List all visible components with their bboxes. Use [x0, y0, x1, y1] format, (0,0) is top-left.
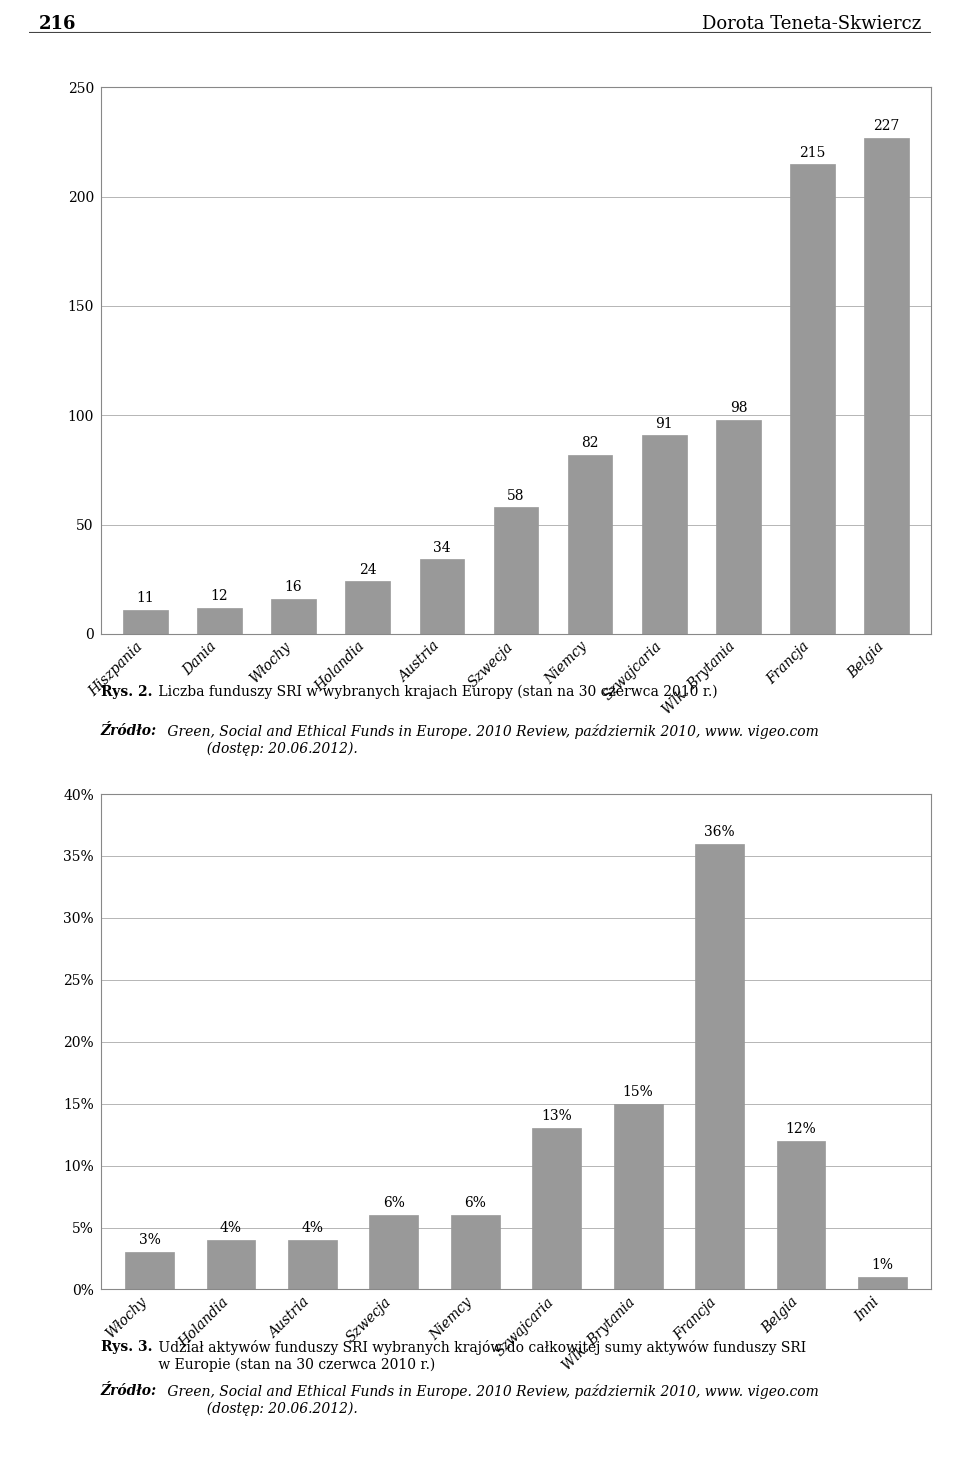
Bar: [716, 420, 760, 634]
Text: 82: 82: [582, 436, 599, 450]
Text: 98: 98: [730, 401, 747, 415]
Bar: [532, 1128, 581, 1289]
Bar: [451, 1215, 500, 1289]
Bar: [346, 581, 390, 634]
Text: 11: 11: [136, 592, 155, 606]
Bar: [864, 138, 909, 634]
Text: 6%: 6%: [383, 1196, 405, 1211]
Bar: [197, 608, 242, 634]
Bar: [272, 599, 316, 634]
Bar: [777, 1141, 826, 1289]
Text: Rys. 3.: Rys. 3.: [101, 1340, 153, 1355]
Bar: [493, 507, 539, 634]
Bar: [695, 844, 744, 1289]
Text: 34: 34: [433, 541, 450, 555]
Text: Green, Social and Ethical Funds in Europe. 2010 Review, październik 2010, www. v: Green, Social and Ethical Funds in Europ…: [163, 724, 819, 756]
Bar: [125, 1252, 174, 1289]
Text: 3%: 3%: [138, 1233, 160, 1247]
Text: 91: 91: [656, 417, 673, 431]
Bar: [370, 1215, 419, 1289]
Text: 12%: 12%: [785, 1122, 816, 1136]
Text: 215: 215: [800, 146, 826, 160]
Text: 4%: 4%: [301, 1221, 324, 1236]
Text: 4%: 4%: [220, 1221, 242, 1236]
Bar: [288, 1240, 337, 1289]
Bar: [790, 163, 835, 634]
Text: 13%: 13%: [541, 1109, 572, 1123]
Text: 1%: 1%: [872, 1257, 894, 1272]
Text: Liczba funduszy SRI w wybranych krajach Europy (stan na 30 czerwca 2010 r.): Liczba funduszy SRI w wybranych krajach …: [154, 685, 717, 699]
Text: 15%: 15%: [623, 1084, 654, 1099]
Text: Udział aktywów funduszy SRI wybranych krajów do całkowitej sumy aktywów funduszy: Udział aktywów funduszy SRI wybranych kr…: [154, 1340, 805, 1372]
Bar: [123, 610, 168, 634]
Text: Green, Social and Ethical Funds in Europe. 2010 Review, październik 2010, www. v: Green, Social and Ethical Funds in Europ…: [163, 1384, 819, 1416]
Bar: [642, 436, 686, 634]
Bar: [420, 559, 464, 634]
Text: 216: 216: [38, 15, 76, 34]
Text: 6%: 6%: [465, 1196, 486, 1211]
Bar: [206, 1240, 255, 1289]
Bar: [568, 455, 612, 634]
Text: Źródło:: Źródło:: [101, 1384, 156, 1399]
Bar: [613, 1104, 662, 1289]
Bar: [858, 1276, 907, 1289]
Text: 227: 227: [874, 119, 900, 134]
Text: Rys. 2.: Rys. 2.: [101, 685, 153, 699]
Text: 24: 24: [359, 562, 376, 577]
Text: 36%: 36%: [705, 825, 734, 839]
Text: 58: 58: [507, 488, 525, 503]
Text: 16: 16: [285, 580, 302, 594]
Text: Dorota Teneta-Skwiercz: Dorota Teneta-Skwiercz: [703, 15, 922, 34]
Text: 12: 12: [210, 589, 228, 603]
Text: Źródło:: Źródło:: [101, 724, 156, 739]
